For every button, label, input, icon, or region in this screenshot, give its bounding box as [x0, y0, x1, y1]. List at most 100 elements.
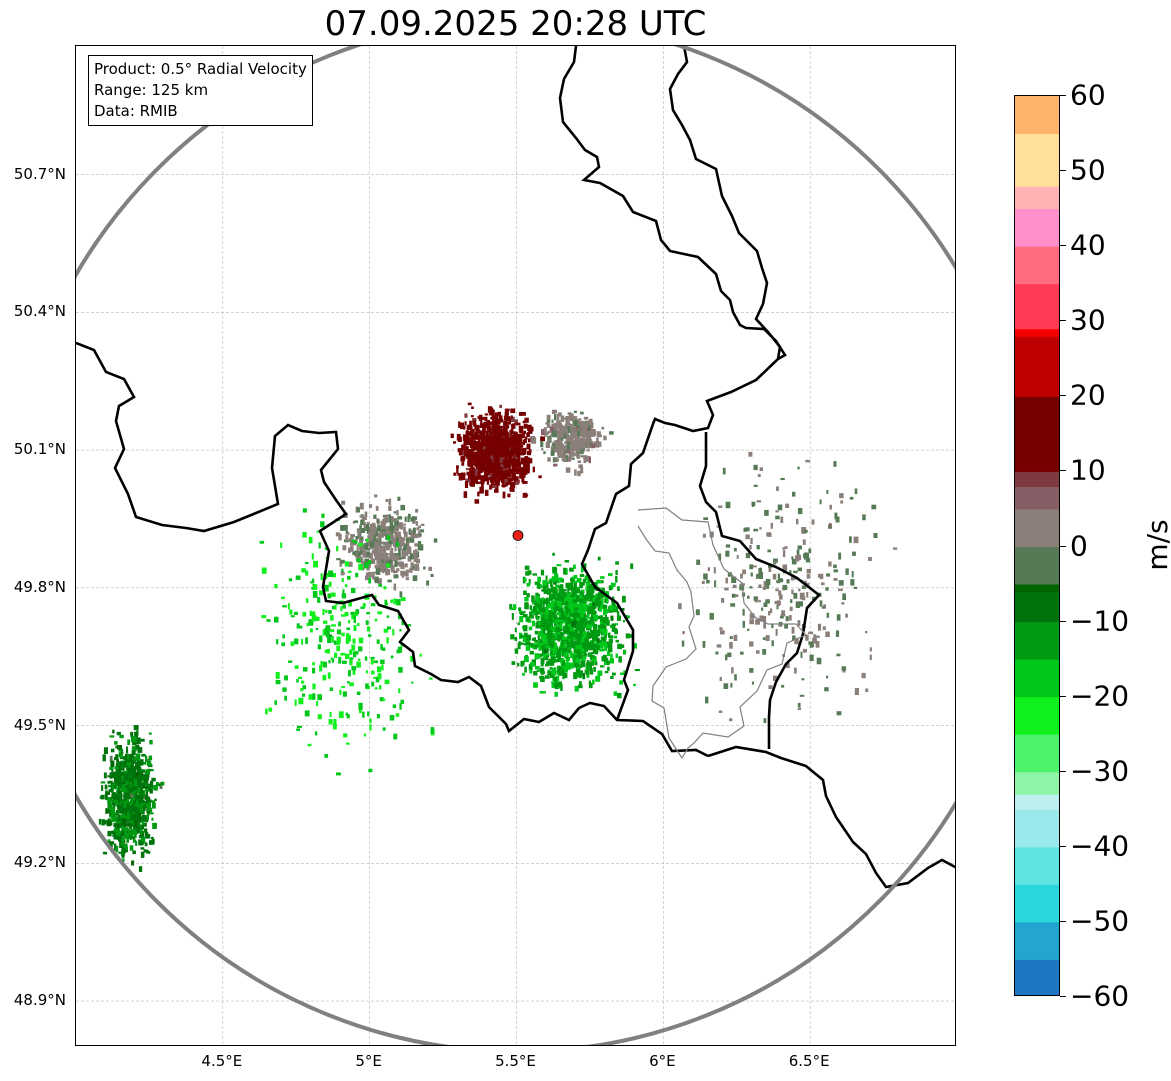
echo-pixel	[845, 613, 849, 618]
echo-pixel	[550, 656, 555, 663]
echo-pixel	[587, 612, 590, 615]
echo-region-southwest-band	[98, 725, 165, 872]
echo-pixel	[400, 570, 406, 576]
echo-pixel	[597, 644, 600, 650]
echo-pixel	[560, 437, 564, 441]
echo-pixel	[486, 419, 490, 423]
radar-site-dot[interactable]	[512, 530, 524, 541]
echo-pixel	[378, 554, 383, 559]
echo-pixel	[385, 499, 389, 502]
colorbar-segment	[1015, 486, 1059, 510]
echo-pixel	[364, 656, 368, 661]
echo-pixel	[793, 592, 798, 599]
echo-pixel	[359, 551, 363, 554]
echo-pixel	[315, 731, 318, 736]
echo-pixel	[778, 624, 783, 627]
lat-label-5: 50.4°N	[13, 302, 66, 321]
echo-pixel	[792, 491, 796, 497]
echo-pixel	[724, 587, 729, 591]
echo-pixel	[569, 618, 574, 622]
echo-pixel	[136, 730, 139, 736]
radar-site-marker[interactable]	[512, 530, 524, 541]
echo-pixel	[473, 438, 476, 442]
echo-pixel	[514, 419, 518, 422]
echo-pixel	[564, 601, 568, 606]
echo-pixel	[599, 648, 604, 652]
echo-pixel	[399, 629, 402, 632]
echo-pixel	[366, 538, 369, 542]
echo-pixel	[573, 410, 577, 413]
echo-pixel	[531, 595, 535, 603]
echo-pixel	[351, 587, 356, 594]
echo-pixel	[137, 828, 141, 834]
echo-pixel	[735, 594, 739, 597]
echo-pixel	[821, 582, 825, 586]
echo-pixel	[474, 441, 480, 446]
echo-pixel	[733, 634, 738, 641]
echo-pixel	[514, 467, 520, 471]
echo-pixel	[136, 737, 141, 745]
colorbar-tick-label-11: −50	[1070, 904, 1130, 938]
echo-pixel	[397, 561, 403, 565]
echo-pixel	[483, 435, 488, 441]
echo-pixel	[725, 544, 731, 548]
echo-pixel	[585, 581, 590, 586]
echo-pixel	[797, 508, 803, 515]
echo-pixel	[317, 644, 321, 650]
echo-pixel	[569, 451, 575, 457]
echo-pixel	[578, 652, 584, 657]
echo-pixel	[124, 823, 127, 827]
echo-pixel	[114, 826, 117, 830]
echo-pixel	[559, 603, 563, 610]
echo-pixel	[364, 511, 368, 517]
echo-pixel	[601, 625, 607, 629]
echo-pixel	[562, 593, 567, 597]
echo-pixel	[552, 612, 556, 615]
echo-pixel	[791, 626, 795, 634]
echo-pixel	[268, 707, 273, 712]
echo-pixel	[838, 580, 844, 586]
echo-pixel	[534, 630, 539, 635]
echo-pixel	[791, 556, 794, 560]
echo-pixel	[370, 603, 376, 607]
echo-pixel	[507, 461, 512, 465]
echo-pixel	[494, 440, 498, 444]
echo-pixel	[133, 831, 137, 838]
echo-pixel	[742, 608, 745, 616]
map-canvas[interactable]	[76, 46, 956, 1046]
echo-pixel	[358, 637, 364, 644]
echo-pixel	[552, 614, 558, 618]
echo-pixel	[542, 627, 546, 633]
echo-pixel	[487, 425, 492, 432]
echo-pixel	[480, 437, 485, 443]
echo-pixel	[496, 433, 500, 439]
echo-pixel	[281, 596, 285, 600]
echo-pixel	[540, 663, 544, 667]
echo-pixel	[484, 470, 487, 478]
echo-pixel	[486, 478, 489, 485]
echo-pixel	[610, 675, 614, 679]
radar-map[interactable]	[75, 45, 956, 1046]
echo-pixel	[767, 549, 771, 553]
echo-pixel	[369, 724, 372, 731]
echo-pixel	[771, 624, 774, 629]
echo-pixel	[547, 630, 552, 636]
echo-pixel	[590, 631, 594, 639]
echo-pixel	[134, 785, 139, 791]
echo-pixel	[408, 528, 412, 535]
echo-pixel	[386, 563, 390, 568]
echo-pixel	[506, 479, 512, 485]
echo-pixel	[514, 454, 518, 461]
echo-pixel	[126, 746, 129, 754]
echo-pixel	[342, 691, 347, 697]
echo-pixel	[534, 612, 538, 615]
echo-pixel	[390, 655, 394, 659]
echo-pixel	[342, 660, 347, 664]
echo-pixel	[751, 503, 755, 507]
echo-pixel	[317, 597, 321, 603]
echo-pixel	[517, 622, 520, 626]
echo-pixel	[603, 435, 607, 441]
colorbar-segment	[1015, 621, 1059, 660]
echo-pixel	[593, 666, 596, 672]
echo-pixel	[115, 829, 121, 836]
